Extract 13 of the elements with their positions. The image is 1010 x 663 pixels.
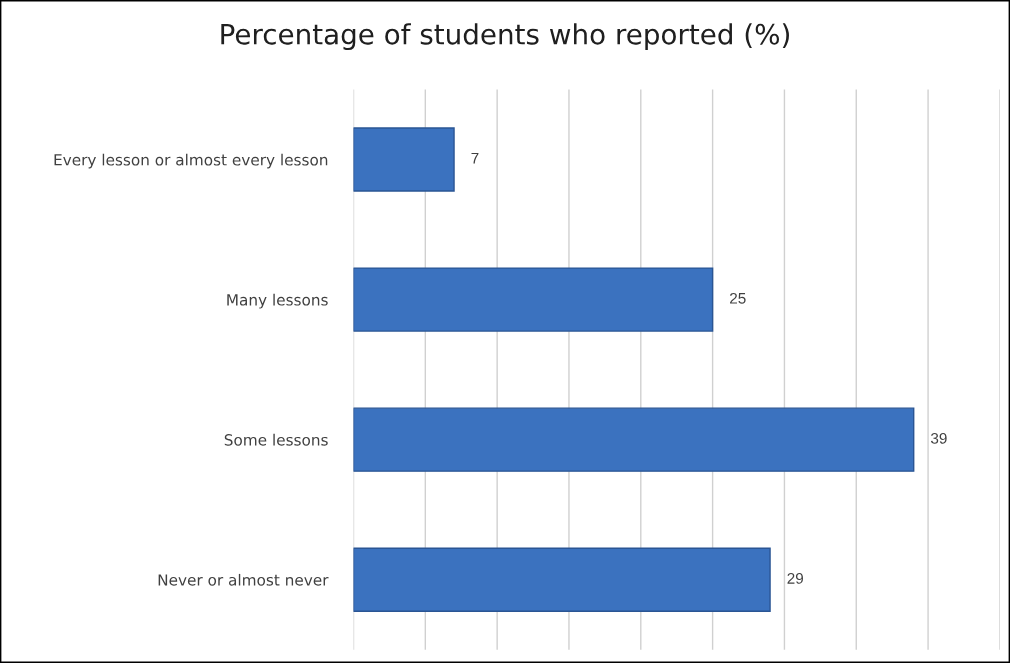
bar <box>353 407 915 472</box>
y-tick-label: Some lessons <box>224 433 328 446</box>
data-label: 29 <box>787 572 803 584</box>
y-tick-label: Many lessons <box>227 293 328 309</box>
data-label: 25 <box>730 292 746 304</box>
y-tick-label: Never or almost never <box>158 573 329 586</box>
y-tick-label: Every lesson or almost every lesson <box>54 153 328 169</box>
bar <box>353 267 714 332</box>
bar <box>353 547 771 612</box>
chart-title: Percentage of students who reported (%) <box>221 23 789 51</box>
data-label: 7 <box>471 152 479 164</box>
bar <box>353 127 455 192</box>
data-label: 39 <box>930 432 947 444</box>
